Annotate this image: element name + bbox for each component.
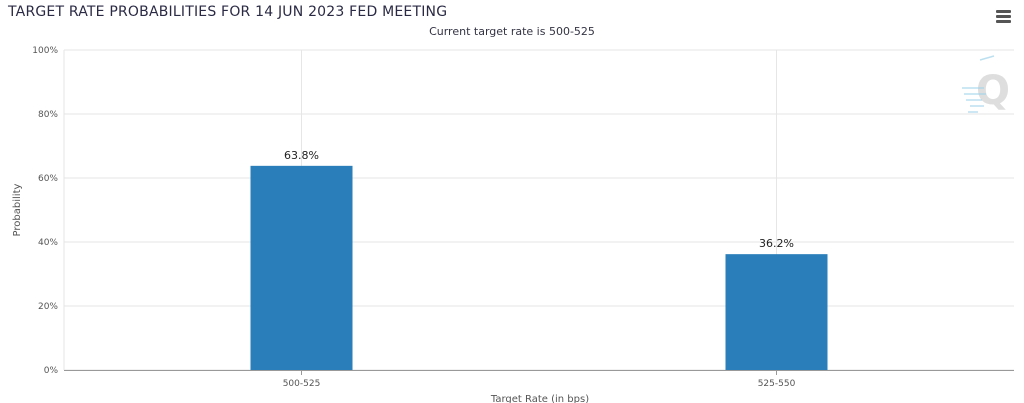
svg-text:Q: Q — [976, 68, 1010, 114]
axes: 0% 20% 40% 60% 80% 100% 500-525 525-550 — [32, 46, 1014, 389]
x-tick-label: 500-525 — [283, 379, 321, 389]
grid — [63, 49, 1014, 371]
y-tick-label: 40% — [38, 238, 58, 248]
hamburger-menu-icon-line — [996, 20, 1011, 23]
hamburger-menu-icon — [996, 10, 1011, 13]
chart-title: TARGET RATE PROBABILITIES FOR 14 JUN 202… — [8, 4, 448, 20]
y-tick-label: 80% — [38, 110, 58, 120]
data-label: 36.2% — [759, 237, 794, 250]
data-label: 63.8% — [284, 149, 319, 162]
x-tick-label: 525-550 — [758, 379, 796, 389]
bar[interactable] — [250, 165, 353, 370]
bar[interactable] — [725, 254, 828, 370]
bars — [250, 165, 828, 370]
y-tick-label: 20% — [38, 302, 58, 312]
x-axis-title: Target Rate (in bps) — [490, 394, 589, 403]
chart-subtitle: Current target rate is 500-525 — [429, 25, 595, 38]
q-watermark-logo: Q — [962, 55, 1010, 114]
data-labels: 63.8% 36.2% — [284, 149, 794, 250]
y-tick-label: 0% — [44, 366, 59, 376]
y-tick-label: 60% — [38, 174, 58, 184]
chart-menu-button[interactable] — [996, 10, 1016, 26]
y-tick-label: 100% — [32, 46, 58, 56]
y-axis-title: Probability — [12, 183, 23, 236]
hamburger-menu-icon-line — [996, 15, 1011, 18]
